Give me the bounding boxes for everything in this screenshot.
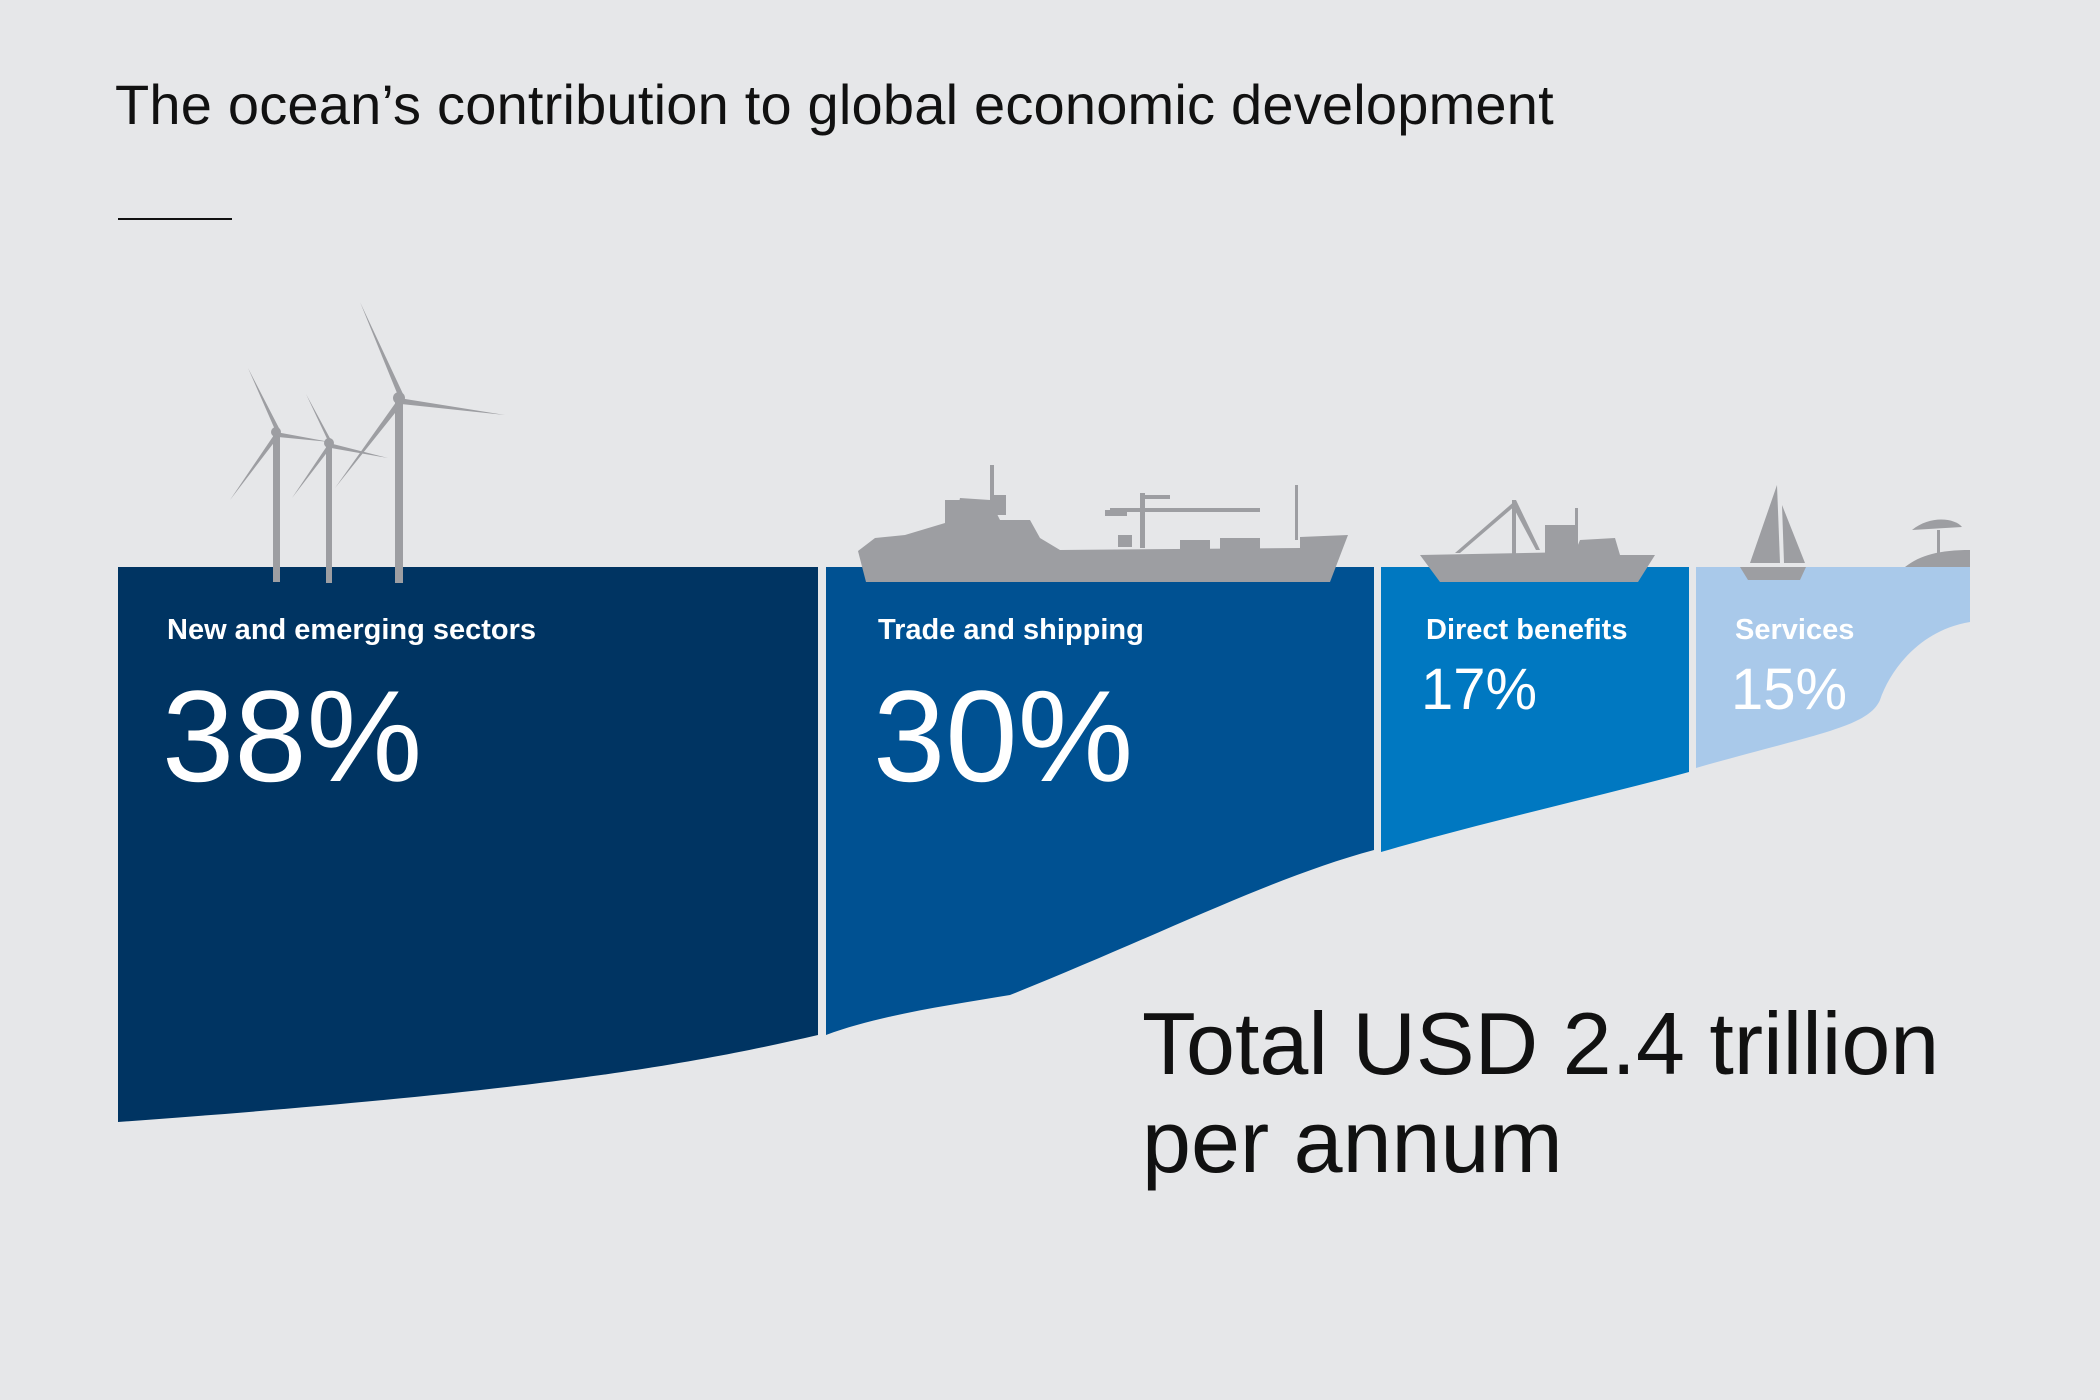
sector-value-new-emerging: 38% — [162, 663, 422, 809]
sector-label-trade-shipping: Trade and shipping — [878, 614, 1144, 646]
fishing-boat-icon — [1420, 500, 1655, 582]
sector-value-trade-shipping: 30% — [873, 663, 1133, 809]
chart-title: The ocean’s contribution to global econo… — [115, 73, 1554, 136]
cargo-ship-icon — [858, 465, 1348, 582]
total-line-1: Total USD 2.4 trillion — [1142, 994, 1940, 1093]
sector-label-services: Services — [1735, 614, 1854, 646]
sector-area-direct-benefits — [1381, 567, 1689, 852]
wind-turbines-icon — [230, 302, 505, 583]
sailboat-beach-icon — [1740, 485, 1970, 580]
total-annotation: Total USD 2.4 trillion per annum — [1142, 995, 1939, 1191]
sector-area-new-emerging — [118, 567, 818, 1122]
sector-value-services: 15% — [1731, 657, 1847, 722]
sector-area-trade-shipping — [826, 567, 1374, 1035]
total-line-2: per annum — [1142, 1092, 1563, 1191]
title-divider — [118, 218, 232, 220]
sector-value-direct-benefits: 17% — [1421, 657, 1537, 722]
sector-label-new-emerging: New and emerging sectors — [167, 614, 536, 646]
sector-label-direct-benefits: Direct benefits — [1426, 614, 1627, 646]
sector-area-services — [1696, 567, 1970, 768]
